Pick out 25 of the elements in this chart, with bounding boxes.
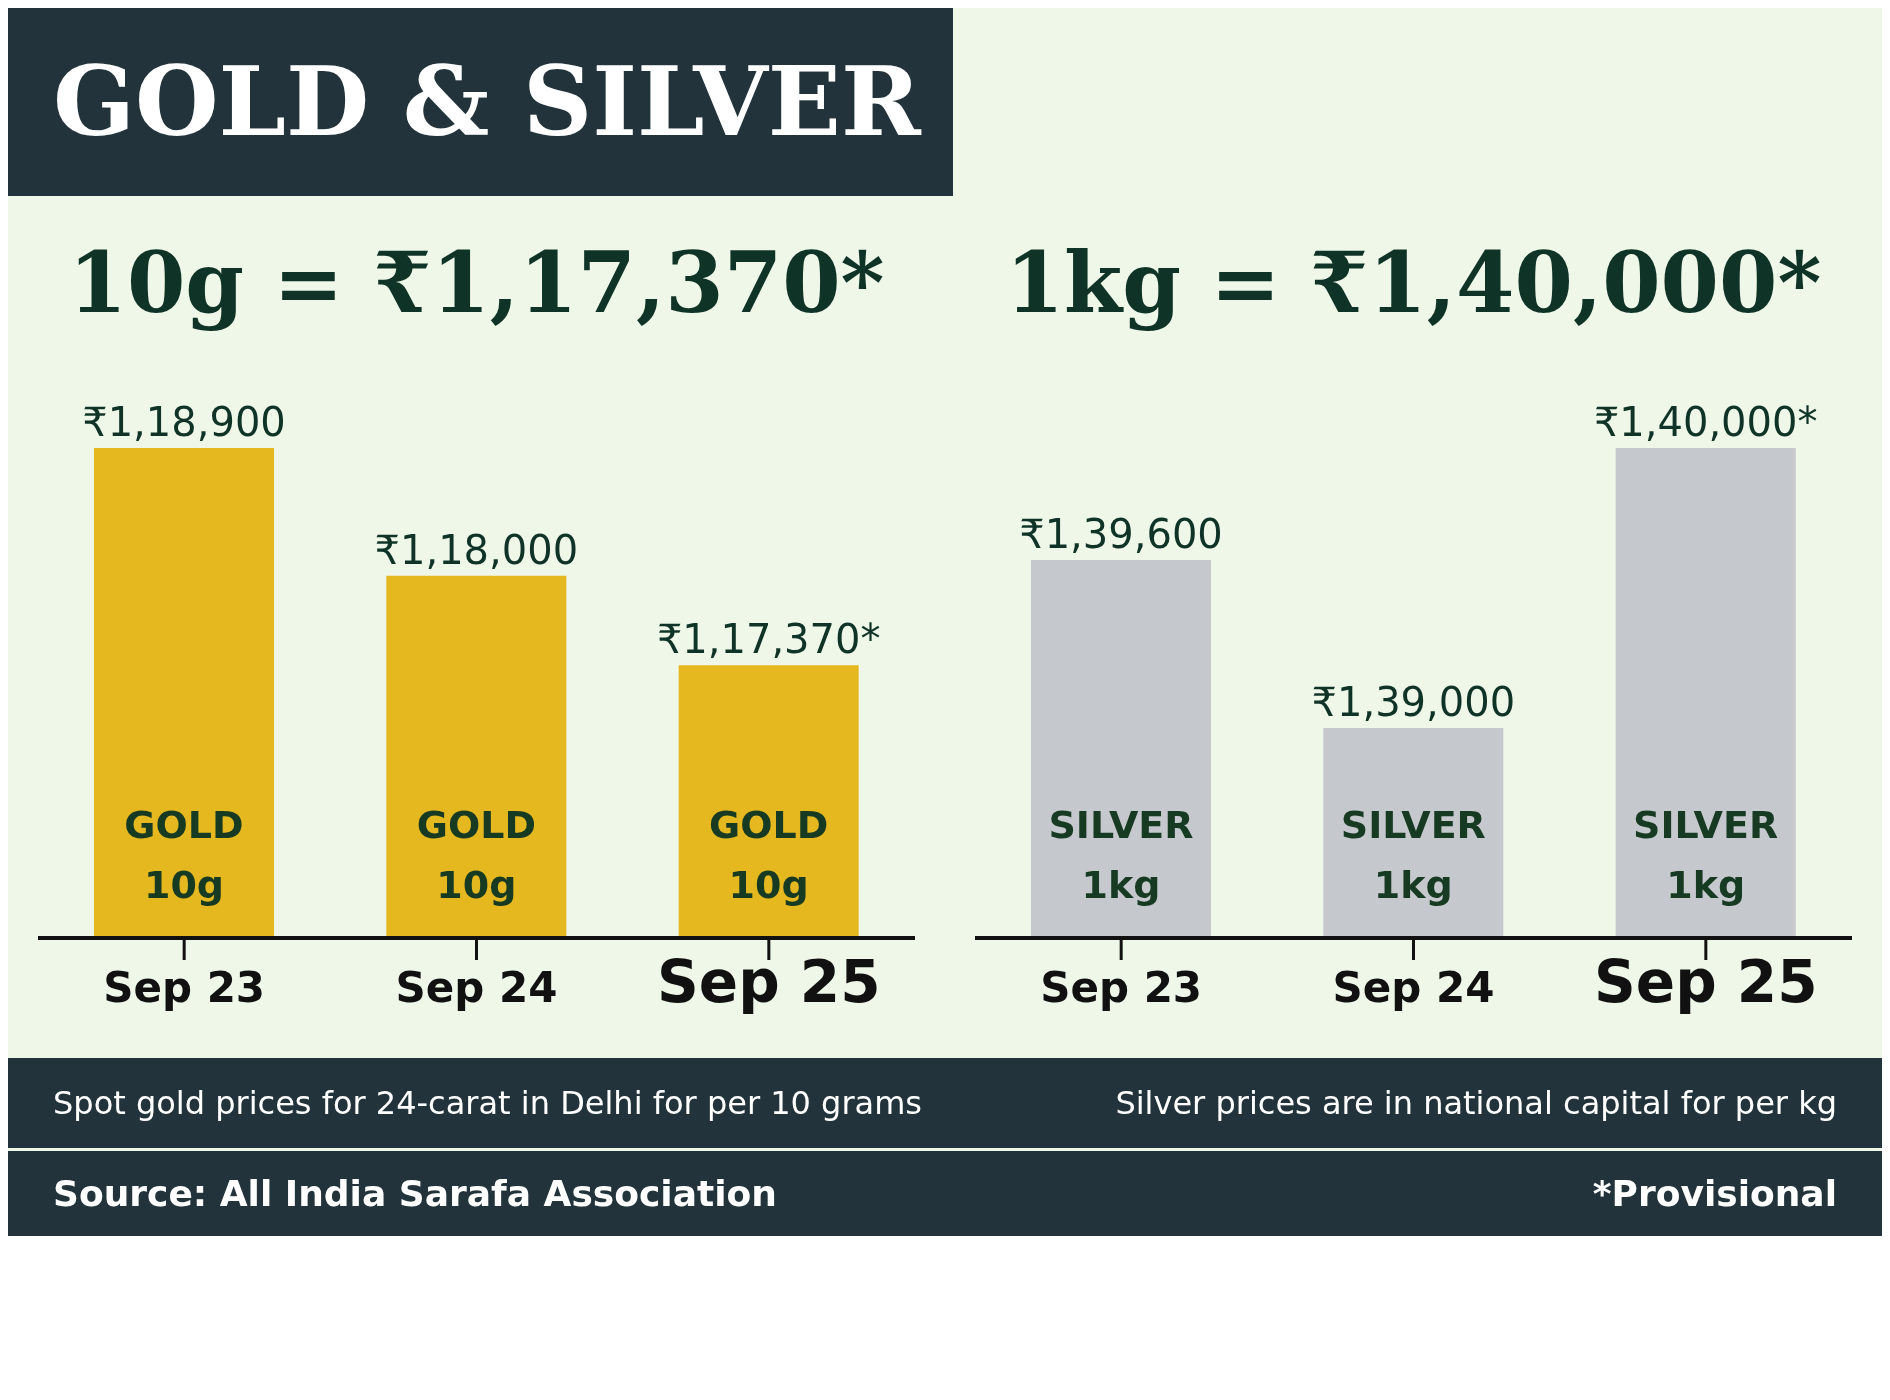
chart-subtitle: 10g = ₹1,17,370* (67, 232, 886, 334)
x-tick-label: Sep 24 (1332, 963, 1495, 1012)
annotation: GOLD 10g (124, 803, 244, 907)
data-label: ₹1,39,600 (1019, 511, 1223, 557)
annotation: GOLD 10g (709, 803, 829, 907)
x-tick-label: Sep 23 (1040, 963, 1203, 1012)
x-tick-label: Sep 25 (657, 948, 881, 1016)
text: *Provisional (1592, 1173, 1837, 1214)
annotation: SILVER 1kg (1633, 803, 1779, 907)
source-note: Source: All India Sarafa Association (53, 1173, 777, 1214)
text: Silver prices are in national capital for per kg (1115, 1084, 1837, 1122)
chart-subtitle: 1kg = ₹1,40,000* (1004, 232, 1823, 334)
data-label: ₹1,17,370* (656, 616, 881, 663)
annotation: SILVER 1kg (1340, 803, 1486, 907)
data-label: ₹1,40,000* (1593, 399, 1818, 445)
x-tick-label: Sep 24 (395, 963, 558, 1012)
annotation: GOLD 10g (416, 803, 536, 907)
text: Spot gold prices for 24-carat in Delhi for per 10 grams (53, 1084, 923, 1122)
data-label: ₹1,39,000 (1311, 679, 1516, 725)
x-tick-label: Sep 23 (103, 963, 266, 1012)
x-tick-label: Sep 25 (1594, 948, 1818, 1016)
chart-title: GOLD & SILVER (8, 8, 953, 196)
annotation: SILVER 1kg (1048, 803, 1194, 907)
data-label: ₹1,18,900 (82, 399, 286, 445)
data-label: ₹1,18,000 (374, 526, 579, 573)
